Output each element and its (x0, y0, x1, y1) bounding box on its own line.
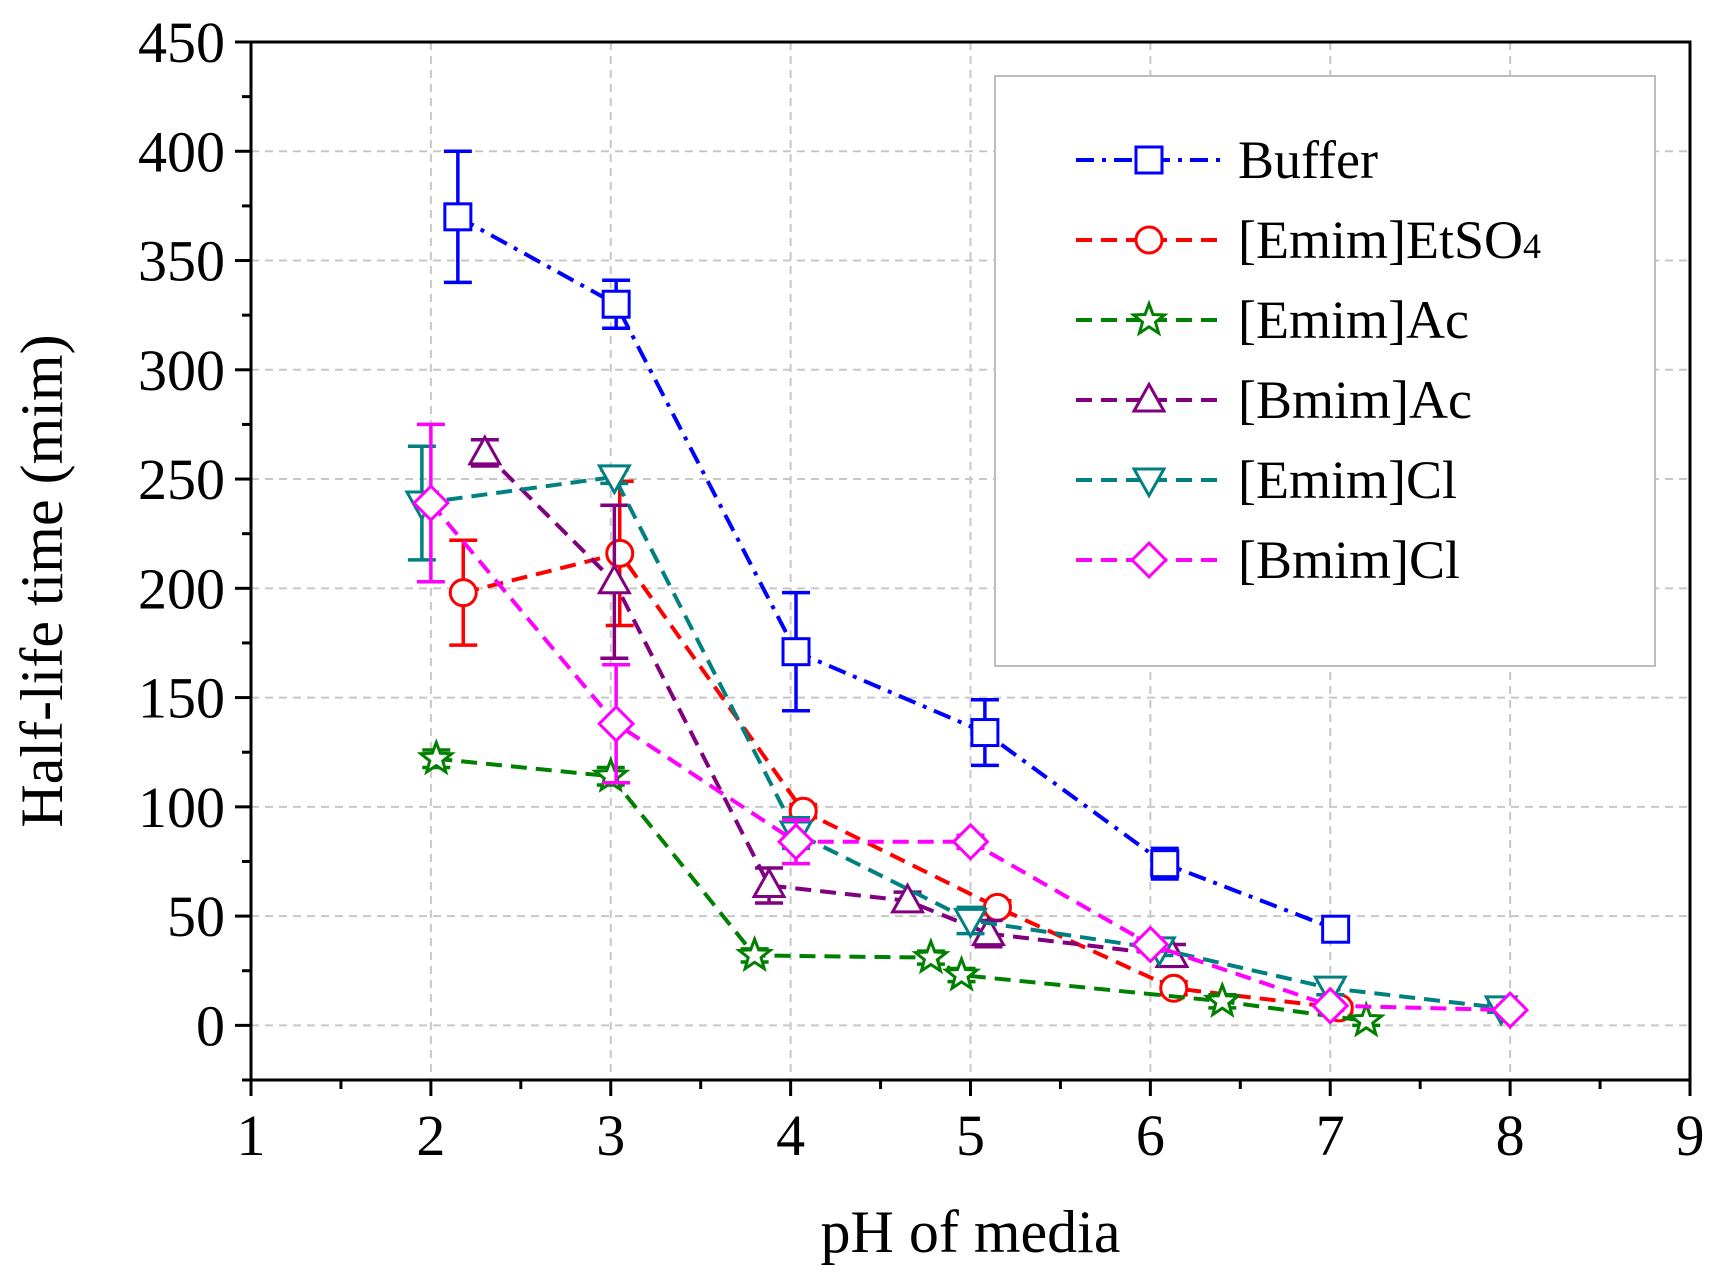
data-point (942, 954, 982, 992)
data-point (1159, 973, 1189, 1003)
series-5 (411, 422, 1530, 1030)
data-point (596, 563, 632, 595)
data-point (1150, 849, 1180, 879)
data-point (411, 484, 450, 523)
legend-entry: [Emim]EtSO4 (1076, 210, 1541, 270)
legend: Buffer [Emim]EtSO4 [Emim]Ac [Bmim]Ac [Emim]C… (994, 75, 1656, 667)
data-point (1321, 914, 1351, 944)
data-point (751, 866, 787, 899)
legend-label: [Bmim]Ac (1238, 370, 1472, 430)
legend-label: [Bmim]Cl (1238, 530, 1460, 590)
data-point (1131, 925, 1170, 964)
data-point (597, 704, 636, 743)
y-tick-label: 200 (138, 556, 225, 621)
x-axis-title: pH of media (821, 1199, 1121, 1265)
y-tick-label: 0 (196, 993, 225, 1058)
data-point (601, 289, 631, 319)
data-point (443, 202, 473, 232)
legend-marker (1131, 467, 1167, 499)
series-line (456, 215, 1337, 932)
data-point (605, 538, 635, 568)
data-point (970, 914, 1007, 947)
legend-entry: [Bmim]Ac (1076, 370, 1472, 430)
legend-label: Buffer (1238, 130, 1378, 190)
legend-marker (1129, 540, 1169, 580)
series-line (436, 756, 1367, 1023)
legend-label: [Emim]EtSO4 (1238, 210, 1541, 270)
data-point (596, 464, 632, 496)
data-point (1202, 980, 1242, 1018)
y-axis-title: Half-life time (mim) (9, 334, 75, 827)
data-point (890, 882, 926, 914)
y-tick-label: 350 (138, 229, 225, 294)
legend-marker (1134, 145, 1164, 175)
legend-box (994, 75, 1656, 667)
legend-marker (1129, 299, 1169, 337)
x-tick-label: 6 (1136, 1103, 1165, 1168)
legend-entry: Buffer (1076, 130, 1378, 190)
x-tick-label: 4 (776, 1103, 805, 1168)
x-tick-label: 3 (596, 1103, 625, 1168)
x-tick-label: 2 (416, 1103, 445, 1168)
legend-label: [Emim]Cl (1238, 450, 1457, 510)
x-tick-label: 8 (1496, 1103, 1525, 1168)
data-point (1311, 986, 1350, 1025)
data-point (911, 937, 951, 975)
x-tick-label: 9 (1676, 1103, 1705, 1168)
data-point (1346, 1000, 1386, 1038)
data-point (970, 718, 1000, 748)
legend-marker (1131, 381, 1167, 413)
data-point (735, 934, 775, 973)
data-point (781, 637, 811, 667)
data-point (952, 907, 989, 940)
y-tick-label: 50 (167, 884, 225, 949)
y-tick-label: 450 (138, 10, 225, 75)
x-tick-label: 7 (1316, 1103, 1345, 1168)
legend-label: [Emim]Ac (1238, 290, 1469, 350)
data-point (951, 822, 990, 861)
y-tick-label: 300 (138, 338, 225, 403)
data-point (416, 738, 456, 776)
series-layer (404, 149, 1530, 1038)
legend-entry: [Bmim]Cl (1076, 530, 1460, 590)
series-line (483, 451, 1173, 958)
y-tick-label: 100 (138, 775, 225, 840)
data-point (1491, 991, 1530, 1030)
series-0 (443, 149, 1351, 944)
data-point (776, 822, 816, 861)
data-point (448, 578, 478, 608)
data-point (467, 434, 503, 466)
y-tick-label: 250 (138, 447, 225, 512)
y-tick-label: 150 (138, 666, 225, 731)
axis-ticks: 1 2 3 4 5 6 7 8 9 0 50 100 150 200 250 300 350 400 450 (138, 10, 1705, 1168)
legend-entry: [Emim]Cl (1076, 450, 1457, 510)
legend-marker (1134, 225, 1164, 255)
x-tick-label: 5 (956, 1103, 985, 1168)
legend-entry: [Emim]Ac (1076, 290, 1469, 350)
series-3 (467, 434, 1190, 969)
y-tick-label: 400 (138, 119, 225, 184)
series-2 (416, 738, 1386, 1038)
x-tick-label: 1 (237, 1103, 266, 1168)
